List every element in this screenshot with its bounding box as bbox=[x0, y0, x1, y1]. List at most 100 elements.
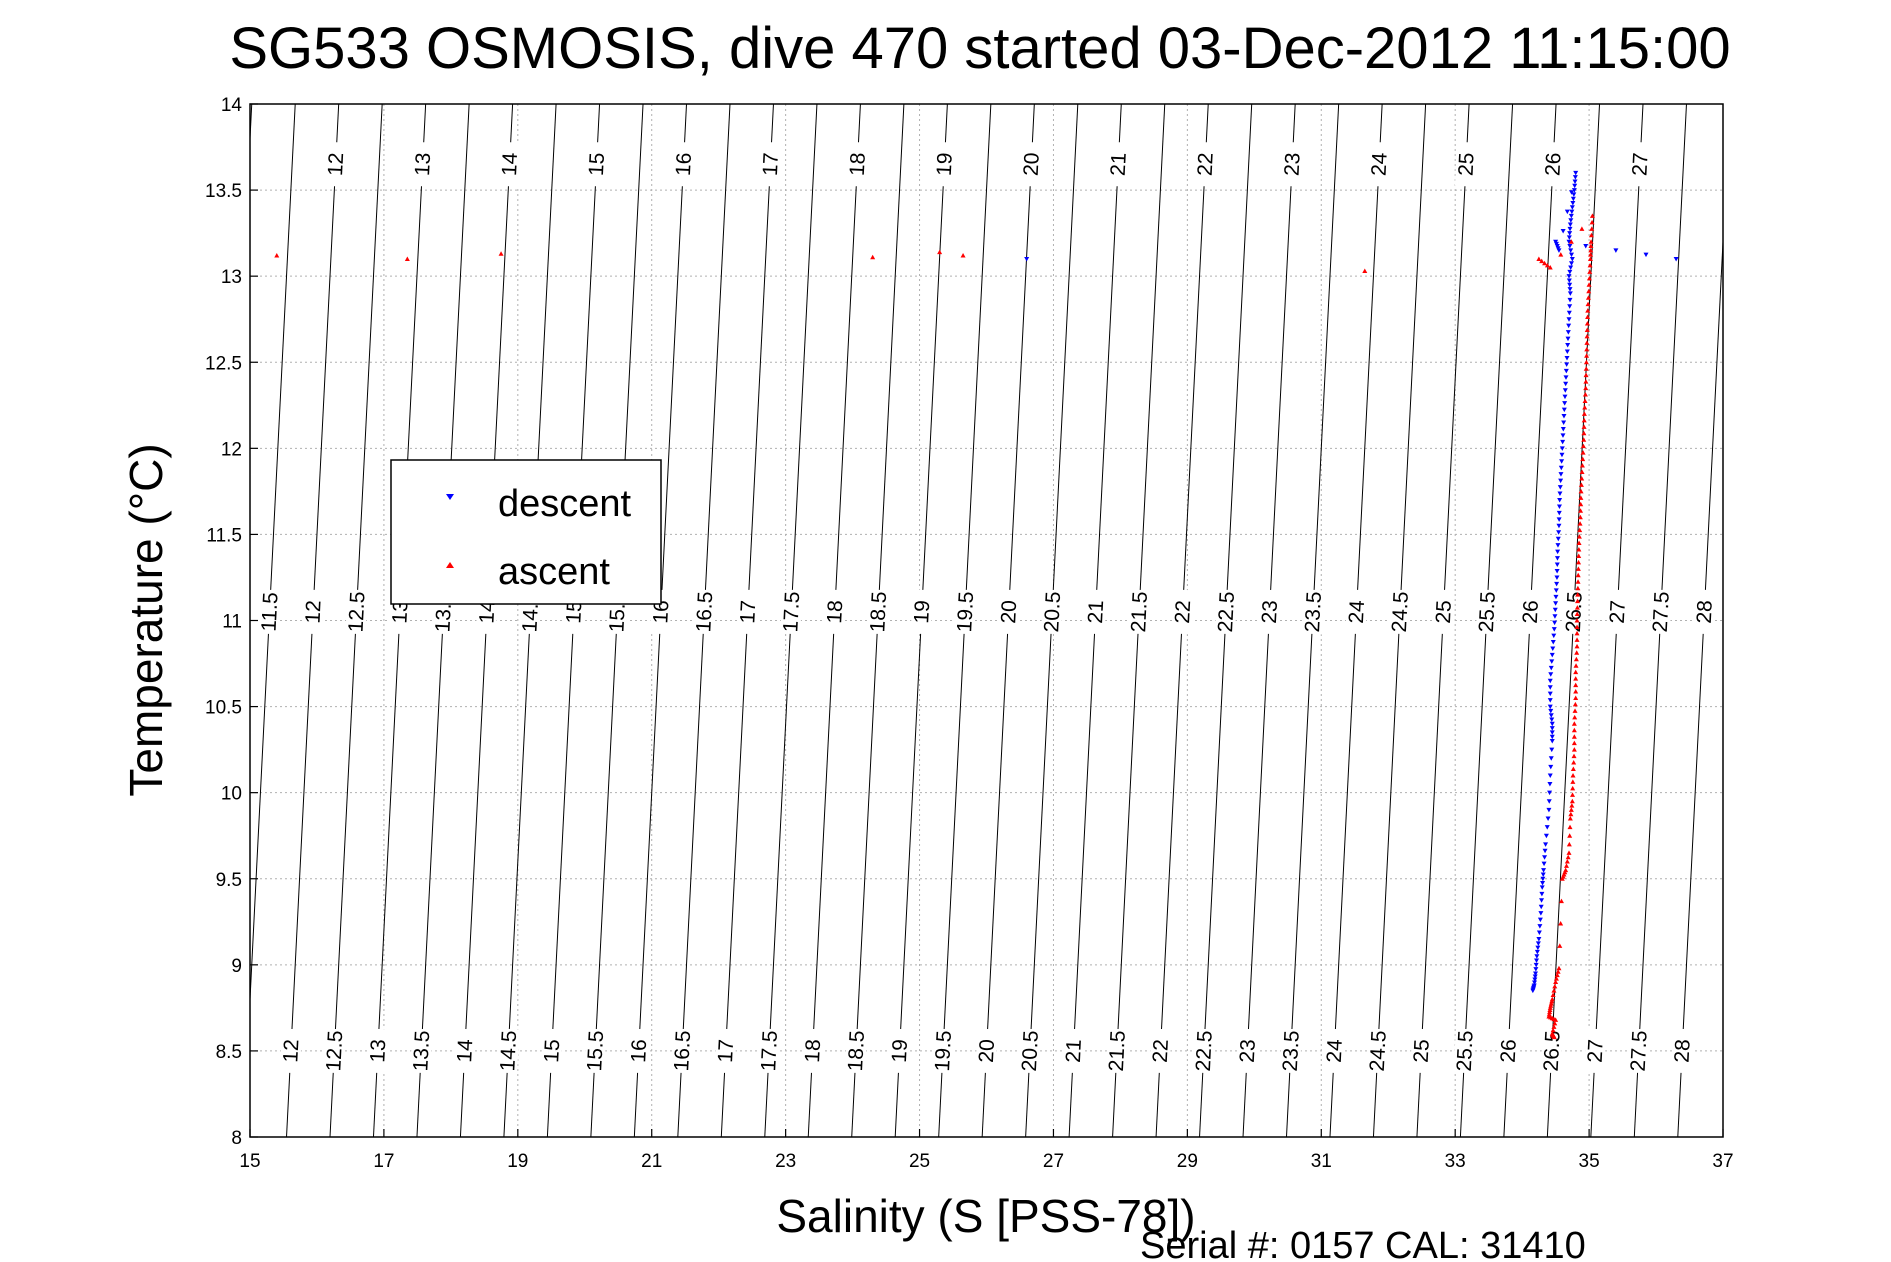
data-point-ascent bbox=[1568, 807, 1574, 812]
data-point-ascent bbox=[1551, 1024, 1557, 1029]
isopycnal-label-bg bbox=[498, 141, 521, 187]
data-point-descent bbox=[1552, 620, 1558, 626]
isopycnal-label-bg bbox=[671, 1028, 694, 1074]
isopycnal-label-bg bbox=[997, 589, 1020, 635]
data-point-descent bbox=[1560, 433, 1566, 438]
data-point-ascent bbox=[1582, 392, 1588, 397]
isopycnal-label-bg bbox=[1562, 589, 1585, 635]
isopycnal-label: 17.5 bbox=[757, 1030, 782, 1072]
isopycnal-label-bg bbox=[846, 141, 869, 187]
isopycnal-label-bg bbox=[1628, 141, 1652, 187]
data-point-descent bbox=[1024, 256, 1030, 262]
data-point-descent bbox=[1566, 274, 1572, 279]
isopycnal-label: 20.5 bbox=[1040, 591, 1065, 633]
isopycnal-label-bg bbox=[1020, 141, 1043, 187]
isopycnal-label: 15 bbox=[540, 1039, 564, 1063]
data-point-ascent bbox=[1564, 859, 1570, 864]
legend-marker-ascent bbox=[446, 562, 454, 568]
x-axis-label: Salinity (S [PSS-78]) bbox=[776, 1190, 1195, 1242]
isopycnal-label-bg bbox=[411, 141, 434, 187]
isopycnal-label: 28 bbox=[1693, 600, 1717, 624]
data-point-ascent bbox=[1586, 275, 1592, 281]
data-point-descent bbox=[1546, 807, 1552, 813]
isopycnal-label-bg bbox=[1214, 589, 1238, 635]
data-point-ascent bbox=[1554, 972, 1560, 978]
data-point-ascent bbox=[1572, 714, 1578, 720]
data-point-descent bbox=[1572, 183, 1578, 189]
data-point-descent bbox=[1556, 504, 1562, 509]
isopycnal-label: 22 bbox=[1171, 600, 1195, 624]
data-point-descent bbox=[1536, 930, 1542, 936]
data-point-ascent bbox=[1553, 979, 1559, 985]
data-point-ascent bbox=[1536, 256, 1542, 261]
data-point-descent bbox=[1553, 601, 1559, 606]
isopycnal-label: 22.5 bbox=[1192, 1030, 1217, 1072]
data-point-ascent bbox=[1550, 1027, 1556, 1033]
isopycnal-label: 26 bbox=[1519, 600, 1543, 624]
isopycnal-label: 14.5 bbox=[496, 1030, 521, 1072]
data-point-descent bbox=[1565, 336, 1571, 342]
isopycnal-label-bg bbox=[823, 589, 846, 635]
data-point-ascent bbox=[1578, 508, 1584, 513]
data-point-descent bbox=[1549, 717, 1555, 722]
data-point-descent bbox=[1567, 269, 1573, 275]
data-point-ascent bbox=[1584, 333, 1590, 339]
data-point-descent bbox=[1548, 756, 1554, 761]
data-point-ascent bbox=[1573, 663, 1579, 668]
isopycnal-label-bg bbox=[1671, 1028, 1694, 1074]
data-point-descent bbox=[1549, 747, 1555, 753]
data-point-descent bbox=[1553, 588, 1559, 593]
data-point-descent bbox=[1555, 549, 1561, 555]
data-point-ascent bbox=[1577, 514, 1583, 520]
data-point-ascent bbox=[1566, 841, 1572, 847]
data-point-ascent bbox=[1570, 792, 1576, 797]
isopycnal-label-bg bbox=[1128, 589, 1151, 635]
data-point-descent bbox=[1566, 317, 1572, 322]
data-points bbox=[274, 170, 1679, 1040]
data-point-descent bbox=[1547, 685, 1553, 690]
data-point-ascent bbox=[1574, 643, 1580, 649]
x-tick-label: 27 bbox=[1043, 1151, 1064, 1172]
isopycnal-label-bg bbox=[736, 589, 759, 635]
data-point-descent bbox=[1567, 291, 1573, 296]
isopycnal-label-bg bbox=[1627, 1028, 1650, 1074]
data-point-descent bbox=[1539, 898, 1545, 903]
data-point-ascent bbox=[1581, 437, 1587, 442]
data-point-descent bbox=[1564, 349, 1570, 354]
data-point-ascent bbox=[1587, 269, 1593, 274]
data-point-ascent bbox=[1576, 546, 1582, 552]
data-point-descent bbox=[1555, 543, 1561, 548]
isopycnal-label: 24.5 bbox=[1366, 1030, 1391, 1072]
data-point-ascent bbox=[1575, 566, 1581, 571]
data-point-descent bbox=[1556, 517, 1562, 522]
data-point-descent bbox=[1551, 627, 1557, 632]
isopycnal-label: 21 bbox=[1062, 1039, 1086, 1063]
isopycnals: 11.512121212.512.513131313.513.514141414… bbox=[250, 104, 1723, 1137]
isopycnal-label: 25.5 bbox=[1475, 591, 1500, 633]
chart-title: SG533 OSMOSIS, dive 470 started 03-Dec-2… bbox=[229, 16, 1730, 81]
isopycnal-label: 18.5 bbox=[844, 1030, 869, 1072]
isopycnal-label-bg bbox=[366, 1028, 389, 1074]
x-tick-label: 25 bbox=[909, 1151, 930, 1172]
isopycnal-label: 12 bbox=[324, 152, 348, 176]
data-point-descent bbox=[1569, 256, 1575, 262]
isopycnal-label-bg bbox=[1279, 1028, 1302, 1074]
isopycnal-label-bg bbox=[301, 589, 325, 635]
isopycnal-label-bg bbox=[954, 589, 977, 635]
data-point-ascent bbox=[1588, 232, 1594, 238]
data-point-ascent bbox=[1583, 379, 1589, 384]
data-point-descent bbox=[1560, 439, 1566, 445]
data-point-ascent bbox=[1548, 1001, 1554, 1006]
y-tick-label: 8.5 bbox=[216, 1042, 242, 1063]
data-point-descent bbox=[1554, 581, 1560, 587]
data-point-ascent bbox=[1547, 265, 1553, 270]
data-point-descent bbox=[1547, 678, 1553, 684]
data-point-ascent bbox=[1568, 811, 1574, 817]
data-point-ascent bbox=[1558, 898, 1564, 904]
isopycnal-label-bg bbox=[1541, 141, 1565, 187]
y-tick-label: 10.5 bbox=[205, 698, 242, 719]
data-point-descent bbox=[1562, 388, 1568, 393]
isopycnal-label-bg bbox=[714, 1028, 737, 1074]
data-point-descent bbox=[1570, 200, 1576, 206]
isopycnal-label: 24 bbox=[1323, 1038, 1347, 1063]
